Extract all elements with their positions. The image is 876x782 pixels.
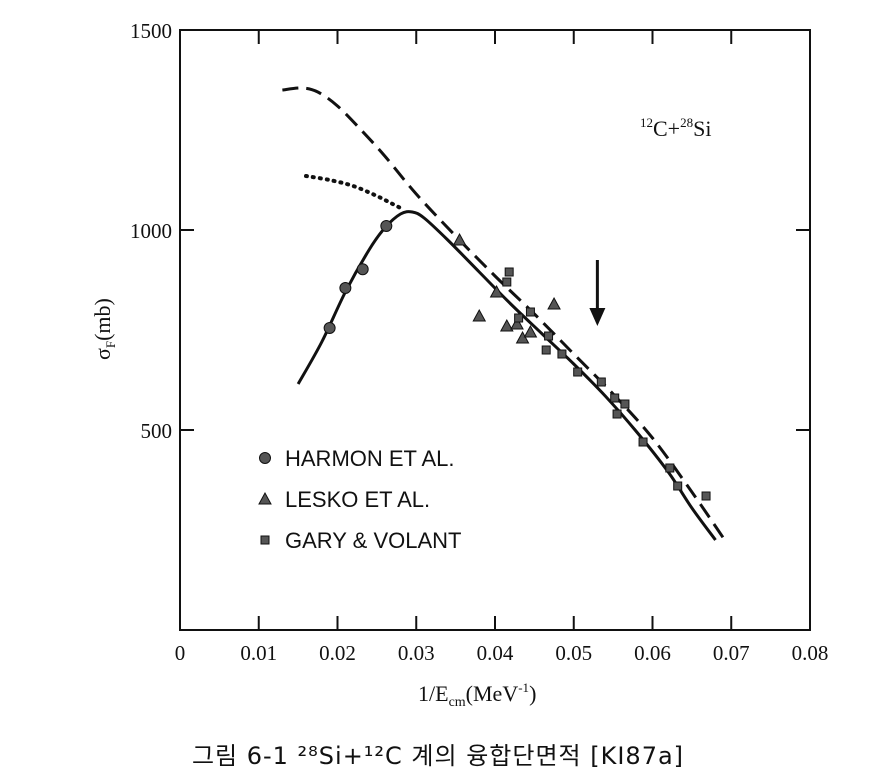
x-tick-label: 0.06: [634, 641, 671, 665]
dotted-curve: [304, 174, 407, 212]
legend-label: GARY & VOLANT: [285, 528, 461, 553]
y-tick-label: 1000: [130, 219, 172, 243]
x-tick-label: 0: [175, 641, 186, 665]
square-data-point: [504, 267, 514, 277]
axis-ticks: [179, 29, 811, 630]
reaction-annotation: 12C+28Si: [640, 115, 711, 141]
legend-label: LESKO ET AL.: [285, 487, 430, 512]
data-points: [323, 220, 711, 501]
legend-circle-marker: [259, 452, 271, 464]
legend-label: HARMON ET AL.: [285, 446, 455, 471]
tick-labels: 0 0.01 0.02 0.03 0.04 0.05 0.06 0.07 0.08 500 1000…: [130, 19, 828, 665]
square-data-point: [612, 409, 622, 419]
figure-caption: 그림 6-1 ²⁸Si+¹²C 계의 융합단면적 [KI87a]: [191, 742, 685, 770]
curves: [282, 86, 725, 541]
triangle-data-point: [489, 284, 504, 298]
x-axis-title: 1/Ecm(MeV-1): [418, 680, 536, 710]
legend: HARMON ET AL. LESKO ET AL. GARY & VOLANT: [258, 446, 461, 553]
legend-triangle-marker: [258, 491, 272, 505]
square-data-point: [701, 491, 711, 501]
fusion-cross-section-chart: 0 0.01 0.02 0.03 0.04 0.05 0.06 0.07 0.08 500 1000…: [90, 19, 828, 710]
square-data-point: [541, 345, 551, 355]
y-tick-label: 500: [141, 419, 173, 443]
x-tick-label: 0.04: [477, 641, 514, 665]
arrow-marker: [589, 260, 606, 326]
y-tick-label: 1500: [130, 19, 172, 43]
square-data-point: [610, 393, 620, 403]
square-data-point: [573, 367, 583, 377]
solid-curve: [296, 210, 717, 541]
arrow-head: [589, 308, 606, 326]
square-data-point: [557, 349, 567, 359]
legend-square-marker: [260, 535, 270, 545]
square-data-point: [638, 437, 648, 447]
square-data-point: [514, 313, 524, 323]
square-data-point: [665, 463, 675, 473]
square-data-point: [596, 377, 606, 387]
triangle-data-point: [472, 308, 487, 322]
dashed-curve: [282, 86, 725, 539]
circle-data-point: [323, 322, 336, 334]
circle-data-point: [380, 220, 393, 232]
circle-data-point: [339, 282, 352, 294]
x-tick-label: 0.03: [398, 641, 435, 665]
square-data-point: [544, 331, 554, 341]
triangle-data-point: [547, 296, 561, 310]
triangle-data-point: [499, 318, 514, 332]
square-data-point: [502, 277, 512, 287]
triangle-data-point: [523, 324, 538, 338]
square-data-point: [673, 481, 683, 491]
circle-data-point: [356, 263, 369, 276]
x-tick-label: 0.08: [792, 641, 829, 665]
x-tick-label: 0.05: [555, 641, 592, 665]
x-tick-label: 0.02: [319, 641, 356, 665]
square-data-point: [620, 399, 630, 409]
square-data-point: [525, 307, 535, 317]
x-tick-label: 0.07: [713, 641, 750, 665]
y-axis-title: σF(mb): [90, 298, 118, 360]
x-tick-label: 0.01: [240, 641, 277, 665]
triangle-data-point: [510, 316, 524, 330]
triangle-data-point: [452, 232, 467, 246]
